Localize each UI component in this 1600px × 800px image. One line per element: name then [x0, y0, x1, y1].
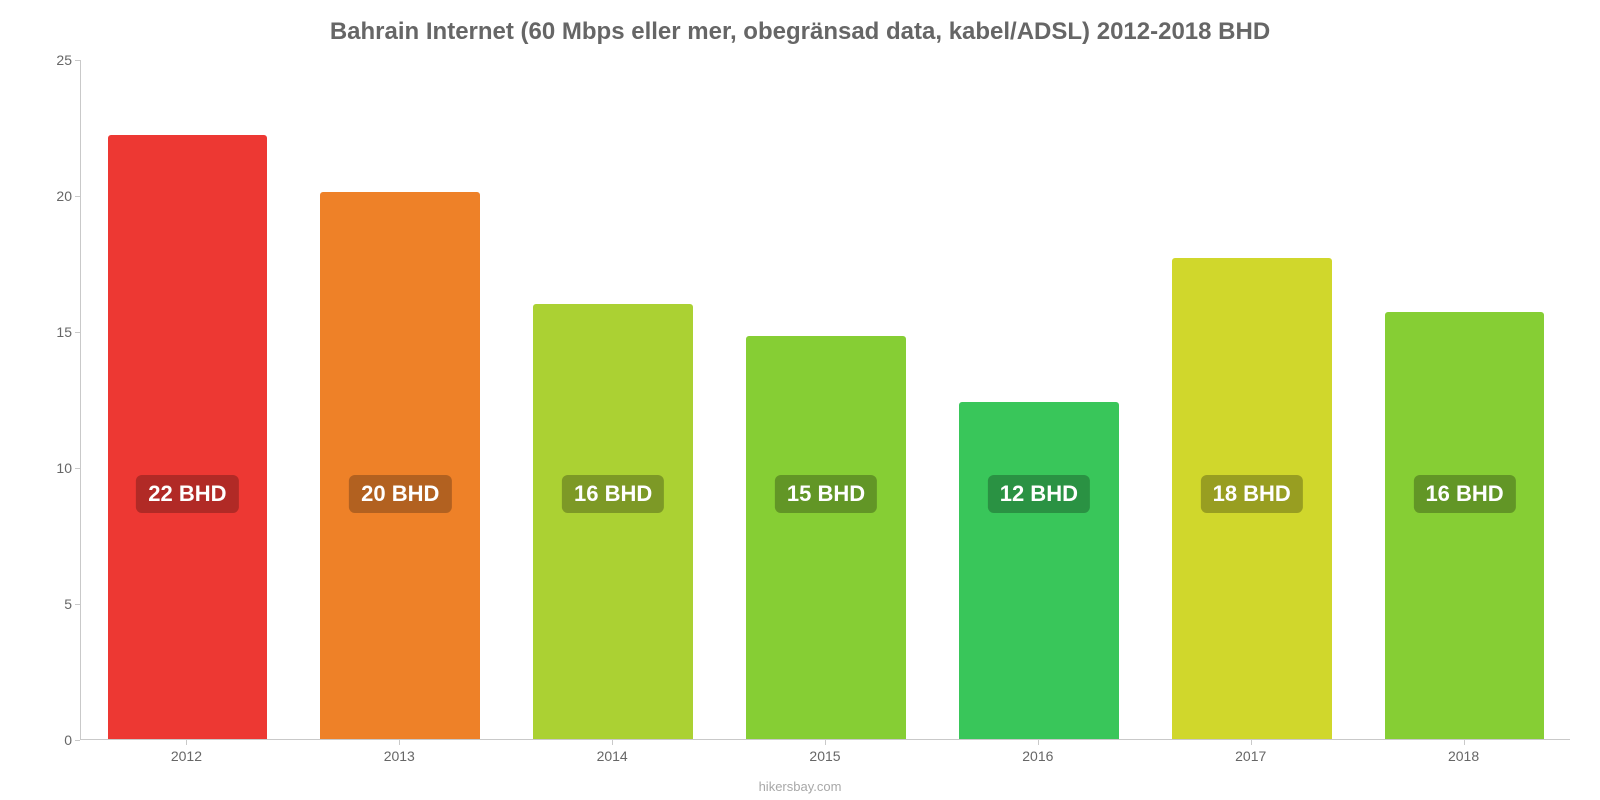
x-tick-label: 2014 [597, 748, 628, 764]
x-tick-label: 2018 [1448, 748, 1479, 764]
bar-value-label: 22 BHD [136, 475, 238, 513]
y-tick-mark [75, 604, 80, 605]
attribution-text: hikersbay.com [0, 779, 1600, 794]
x-tick-label: 2015 [809, 748, 840, 764]
chart-title: Bahrain Internet (60 Mbps eller mer, obe… [0, 18, 1600, 46]
bar-value-label: 20 BHD [349, 475, 451, 513]
bar: 16 BHD [1385, 312, 1545, 739]
bar-value-label: 16 BHD [562, 475, 664, 513]
x-tick-mark [825, 740, 826, 745]
y-tick-label: 10 [56, 460, 72, 476]
bar-chart: Bahrain Internet (60 Mbps eller mer, obe… [0, 0, 1600, 800]
x-tick-mark [186, 740, 187, 745]
x-tick-label: 2012 [171, 748, 202, 764]
bar-value-label: 15 BHD [775, 475, 877, 513]
y-tick-label: 15 [56, 324, 72, 340]
y-tick-label: 25 [56, 52, 72, 68]
x-tick-mark [612, 740, 613, 745]
y-tick-mark [75, 196, 80, 197]
bar-value-label: 16 BHD [1413, 475, 1515, 513]
x-tick-mark [399, 740, 400, 745]
y-tick-label: 5 [64, 596, 72, 612]
x-tick-mark [1251, 740, 1252, 745]
bar-value-label: 18 BHD [1201, 475, 1303, 513]
bar: 16 BHD [533, 304, 693, 739]
y-tick-mark [75, 468, 80, 469]
y-tick-mark [75, 60, 80, 61]
bar: 22 BHD [108, 135, 268, 739]
bar-value-label: 12 BHD [988, 475, 1090, 513]
bar: 15 BHD [746, 336, 906, 739]
y-tick-mark [75, 332, 80, 333]
bar: 12 BHD [959, 402, 1119, 739]
y-tick-mark [75, 740, 80, 741]
bar: 18 BHD [1172, 258, 1332, 739]
plot-area: 22 BHD 20 BHD 16 BHD 15 BHD 12 BHD 18 BHD 16 B… [80, 60, 1570, 740]
x-tick-label: 2013 [384, 748, 415, 764]
x-tick-mark [1038, 740, 1039, 745]
x-tick-label: 2016 [1022, 748, 1053, 764]
x-tick-label: 2017 [1235, 748, 1266, 764]
y-tick-label: 20 [56, 188, 72, 204]
x-tick-mark [1464, 740, 1465, 745]
y-tick-label: 0 [64, 732, 72, 748]
bar: 20 BHD [320, 192, 480, 739]
